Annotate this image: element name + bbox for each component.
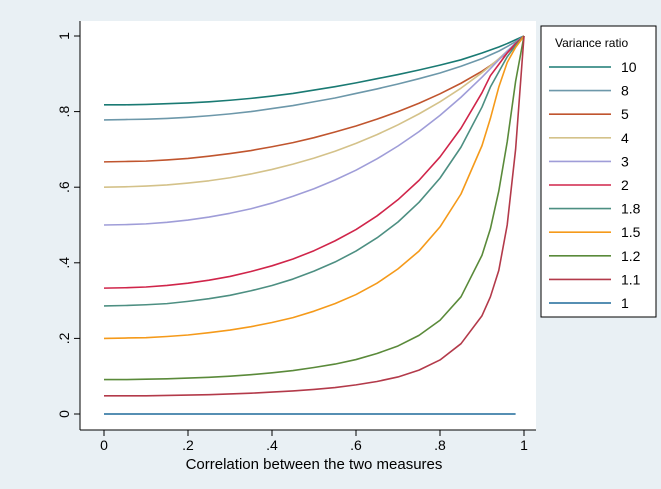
x-tick-label: 0 — [100, 437, 108, 453]
y-tick-label: .6 — [56, 181, 72, 193]
y-tick-label: 1 — [56, 32, 72, 40]
legend-label: 1.1 — [621, 271, 641, 287]
x-tick-label: .4 — [266, 437, 278, 453]
y-tick-label: .2 — [56, 332, 72, 344]
series-line-1-5 — [103, 35, 525, 340]
series-line-2 — [103, 35, 525, 289]
y-tick-label: .8 — [56, 106, 72, 118]
legend: Variance ratio 10 8 5 4 3 2 1.8 1.5 1.2 1.1 1 — [540, 25, 657, 318]
legend-label: 2 — [621, 177, 629, 193]
y-tick-label: .4 — [56, 257, 72, 269]
x-tick-label: .8 — [434, 437, 446, 453]
legend-label: 1.2 — [621, 248, 641, 264]
series-line-4 — [103, 35, 525, 188]
legend-label: 5 — [621, 106, 629, 122]
legend-label: 4 — [621, 130, 629, 146]
legend-label: 1.5 — [621, 224, 641, 240]
x-tick-label: .6 — [350, 437, 362, 453]
legend-label: 1 — [621, 295, 629, 311]
legend-label: 10 — [621, 59, 637, 75]
series-lines — [103, 35, 525, 415]
series-line-10 — [104, 35, 525, 106]
x-axis-title: Correlation between the two measures — [186, 456, 443, 473]
y-tick-label: 0 — [56, 410, 72, 418]
x-tick-label: .2 — [182, 437, 194, 453]
legend-label: 1.8 — [621, 201, 641, 217]
legend-label: 8 — [621, 83, 629, 99]
x-tick-label: 1 — [520, 437, 528, 453]
legend-box — [540, 25, 657, 318]
series-line-8 — [103, 35, 525, 121]
series-line-1-1 — [104, 35, 525, 397]
legend-label: 3 — [621, 153, 629, 169]
axes: 0 .2 .4 .6 .8 1 0 .2 .4 .6 .8 1 — [56, 21, 536, 453]
legend-title: Variance ratio — [555, 36, 628, 50]
series-line-1-2 — [104, 35, 525, 381]
series-line-3 — [103, 35, 525, 226]
series-line-1-8 — [103, 35, 525, 307]
